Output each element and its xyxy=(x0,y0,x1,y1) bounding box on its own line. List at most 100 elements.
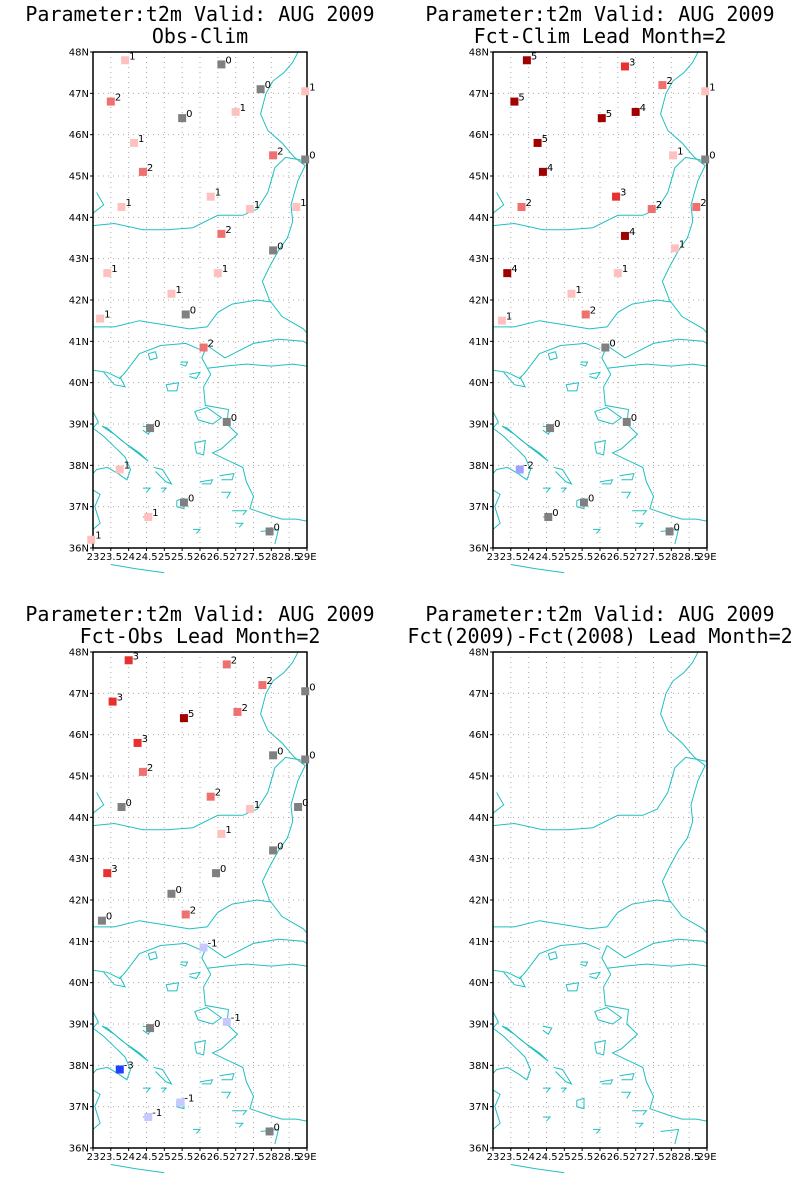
station-marker xyxy=(269,246,278,255)
station-marker xyxy=(222,1017,231,1026)
station-value-label: 1 xyxy=(215,188,221,199)
station-marker xyxy=(167,889,176,898)
station-value-label: 0 xyxy=(225,55,231,66)
station-marker xyxy=(620,231,629,240)
station-marker xyxy=(670,244,679,253)
plot-frame xyxy=(492,51,708,549)
station-value-label: 0 xyxy=(302,798,308,809)
station-value-label: 0 xyxy=(709,150,715,161)
station-marker xyxy=(144,513,153,521)
lat-tick-label: 38N xyxy=(469,1061,489,1072)
station-value-label: 3 xyxy=(117,693,123,704)
coastline xyxy=(492,51,708,574)
station-marker xyxy=(301,755,310,764)
lon-tick-label: 29E xyxy=(297,1152,316,1163)
station-value-label: 0 xyxy=(277,241,283,252)
lon-tick-label: 27.5 xyxy=(242,552,264,563)
lat-tick-label: 43N xyxy=(69,254,89,265)
lat-tick-label: 47N xyxy=(69,89,89,100)
station-marker xyxy=(544,513,553,521)
lon-tick-label: 23 xyxy=(87,552,100,563)
lat-tick-label: 39N xyxy=(69,1020,89,1031)
station-value-label: 0 xyxy=(552,508,558,519)
station-marker xyxy=(503,269,512,278)
lon-tick-label: 26.5 xyxy=(607,1152,629,1163)
lat-tick-label: 39N xyxy=(469,420,489,431)
lon-tick-label: 24 xyxy=(122,1152,135,1163)
station-value-label: 1 xyxy=(138,134,144,145)
station-marker xyxy=(301,687,310,696)
lon-tick-label: 28 xyxy=(665,552,678,563)
station-value-label: 0 xyxy=(154,419,160,430)
station-value-label: 2 xyxy=(231,655,237,666)
station-value-label: -1 xyxy=(208,939,218,950)
station-marker xyxy=(217,829,226,838)
lat-tick-label: 39N xyxy=(469,1020,489,1031)
station-value-label: 1 xyxy=(677,146,683,157)
station-value-label: 5 xyxy=(518,93,524,104)
station-value-label: -1 xyxy=(231,1013,241,1024)
lon-tick-label: 28.5 xyxy=(278,1152,300,1163)
station-value-label: 1 xyxy=(129,51,135,62)
station-marker xyxy=(631,107,640,116)
lon-tick-label: 27 xyxy=(629,1152,642,1163)
station-marker xyxy=(217,60,226,69)
station-marker xyxy=(121,56,130,65)
lat-tick-label: 44N xyxy=(69,213,89,224)
station-marker xyxy=(179,714,188,723)
station-marker xyxy=(515,465,524,474)
station-value-label: 2 xyxy=(700,198,706,209)
lon-tick-label: 26.5 xyxy=(207,552,229,563)
lon-tick-label: 29E xyxy=(697,1152,716,1163)
station-marker xyxy=(579,498,588,507)
lon-tick-label: 25.5 xyxy=(171,1152,193,1163)
station-marker xyxy=(212,869,221,878)
station-marker xyxy=(510,97,519,106)
lon-tick-label: 26.5 xyxy=(207,1152,229,1163)
map-plot: 36N 37N 38N 39N 40N 41N 42N 43N 44N 45N 46N 47N 48N 2… xyxy=(469,648,717,1174)
station-value-label: 1 xyxy=(225,825,231,836)
lon-tick-label: 28 xyxy=(265,552,278,563)
station-marker xyxy=(115,1065,124,1074)
station-value-label: 0 xyxy=(186,109,192,120)
station-marker xyxy=(217,229,226,238)
grid-lines xyxy=(93,52,307,548)
lon-tick-label: 25.5 xyxy=(571,552,593,563)
station-value-label: 5 xyxy=(542,134,548,145)
lat-tick-label: 41N xyxy=(69,937,89,948)
plot-frame xyxy=(92,651,308,1149)
coastline xyxy=(92,651,308,1174)
lon-tick-label: 25.5 xyxy=(171,552,193,563)
station-marker xyxy=(181,910,190,919)
station-value-label: 2 xyxy=(208,339,214,350)
lat-tick-label: 38N xyxy=(69,461,89,472)
station-marker xyxy=(620,62,629,71)
lon-tick-label: 23 xyxy=(487,1152,500,1163)
station-value-label: 1 xyxy=(622,264,628,275)
station-value-label: 0 xyxy=(175,885,181,896)
plot-frame xyxy=(492,651,708,1149)
grid-lines xyxy=(493,52,707,548)
lat-tick-label: 45N xyxy=(69,172,89,183)
station-value-label: 0 xyxy=(609,339,615,350)
lat-tick-label: 48N xyxy=(469,648,489,659)
station-value-label: 3 xyxy=(629,57,635,68)
lat-tick-label: 47N xyxy=(469,89,489,100)
station-marker xyxy=(613,269,622,278)
station-marker xyxy=(97,916,106,925)
station-marker xyxy=(117,203,126,211)
station-value-label: 0 xyxy=(277,841,283,852)
station-value-label: 4 xyxy=(640,103,646,114)
station-value-label: 1 xyxy=(506,312,512,323)
lon-tick-label: 23 xyxy=(487,552,500,563)
lat-tick-label: 48N xyxy=(69,648,89,659)
station-marker xyxy=(701,87,710,96)
station-value-label: 3 xyxy=(111,864,117,875)
panel-title: Parameter:t2m Valid: AUG 2009 xyxy=(25,602,375,626)
station-marker xyxy=(256,85,265,94)
lon-tick-label: 26.5 xyxy=(607,552,629,563)
station-marker xyxy=(96,314,105,323)
station-marker xyxy=(269,151,278,160)
panel-subtitle: Fct-Obs Lead Month=2 xyxy=(79,624,321,648)
panel-title: Parameter:t2m Valid: AUG 2009 xyxy=(425,602,775,626)
